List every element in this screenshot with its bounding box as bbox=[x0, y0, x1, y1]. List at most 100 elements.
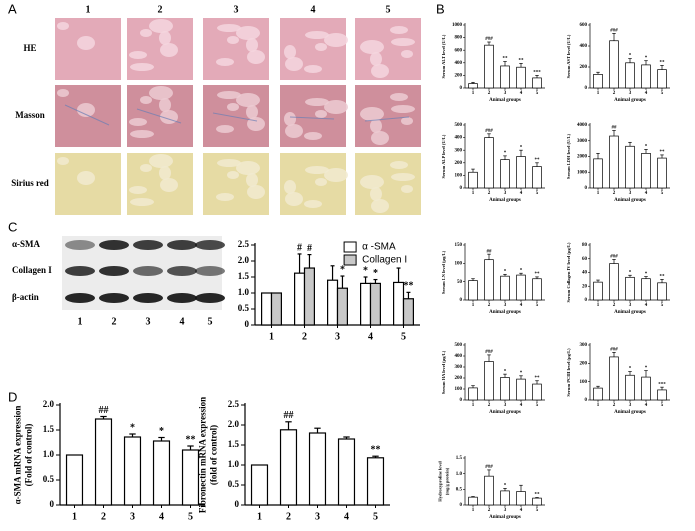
significance-label: ## bbox=[284, 410, 294, 421]
y-tick-label: 0 bbox=[460, 503, 463, 508]
x-tick-label: 1 bbox=[472, 403, 475, 408]
significance-label: * bbox=[645, 366, 648, 371]
bar bbox=[468, 171, 478, 189]
y-axis-label: (Fold of control) bbox=[24, 424, 34, 487]
y-tick-label: 800 bbox=[455, 36, 463, 41]
y-tick-label: 40 bbox=[582, 271, 588, 276]
significance-label: * bbox=[504, 369, 507, 374]
tissue-patch bbox=[160, 178, 178, 192]
row-label: Masson bbox=[15, 110, 45, 120]
significance-label: * bbox=[504, 484, 507, 489]
significance-label: ### bbox=[610, 255, 618, 260]
y-tick-label: 2.5 bbox=[228, 399, 240, 409]
bar bbox=[123, 436, 142, 506]
significance-label: ** bbox=[535, 376, 541, 381]
y-tick-label: 100 bbox=[455, 387, 463, 392]
x-tick-label: 1 bbox=[472, 191, 475, 196]
y-tick-label: 1.5 bbox=[456, 456, 463, 461]
bar bbox=[337, 438, 356, 506]
tissue-patch bbox=[159, 166, 171, 180]
panel-label: A bbox=[8, 1, 17, 16]
significance-label: * bbox=[520, 371, 523, 376]
y-axis-label: α-SMA mRNA expression bbox=[13, 406, 23, 505]
bar bbox=[532, 383, 542, 401]
x-tick-label: 3 bbox=[629, 403, 632, 408]
tissue-patch bbox=[304, 132, 322, 140]
x-tick-label: 5 bbox=[661, 191, 664, 196]
collagen-fiber bbox=[289, 116, 335, 120]
tissue-patch bbox=[390, 161, 408, 169]
y-axis-label: Serum HA level (μg/L) bbox=[441, 350, 446, 394]
bar bbox=[336, 287, 348, 326]
tissue-patch bbox=[324, 100, 348, 114]
bar bbox=[532, 497, 542, 506]
legend-swatch bbox=[343, 254, 357, 266]
x-axis-label: Animal groups bbox=[614, 198, 646, 203]
significance-label: ** bbox=[535, 272, 541, 277]
significance-label: * bbox=[645, 272, 648, 277]
bar bbox=[484, 361, 494, 401]
significance-label: ## bbox=[487, 249, 493, 254]
x-tick-label: 1 bbox=[472, 303, 475, 308]
x-tick-label: 5 bbox=[536, 403, 539, 408]
y-axis-label: Serum AST level (U/L) bbox=[566, 34, 571, 78]
tissue-patch bbox=[130, 130, 154, 138]
y-tick-label: 100 bbox=[455, 261, 463, 266]
tissue-patch bbox=[216, 125, 234, 133]
x-axis-label: Animal groups bbox=[614, 410, 646, 415]
bar bbox=[484, 259, 494, 301]
x-tick-label: 5 bbox=[536, 508, 539, 513]
significance-label: ## bbox=[612, 126, 618, 131]
bar bbox=[468, 280, 478, 301]
y-tick-label: 400 bbox=[455, 61, 463, 66]
significance-label: ### bbox=[610, 347, 618, 352]
x-axis-label: Animal groups bbox=[489, 515, 521, 520]
y-tick-label: 1.0 bbox=[456, 472, 463, 477]
significance-label: * bbox=[130, 422, 135, 433]
y-tick-label: 60 bbox=[582, 257, 588, 262]
tissue-patch bbox=[315, 178, 327, 186]
blot-band bbox=[195, 293, 225, 303]
bar bbox=[609, 356, 619, 401]
y-tick-label: 4000 bbox=[577, 123, 588, 128]
collagen-fiber bbox=[212, 112, 258, 122]
y-tick-label: 50 bbox=[457, 280, 463, 285]
y-tick-label: 200 bbox=[455, 74, 463, 79]
significance-label: * bbox=[629, 270, 632, 275]
tissue-patch bbox=[246, 105, 258, 119]
bar bbox=[532, 77, 542, 89]
bar bbox=[294, 272, 306, 326]
significance-label: ** bbox=[660, 150, 666, 155]
bar bbox=[500, 159, 510, 189]
y-tick-label: 2.5 bbox=[238, 239, 250, 249]
tissue-patch bbox=[401, 185, 413, 193]
bar bbox=[657, 282, 667, 301]
bar bbox=[468, 387, 478, 401]
tissue-patch bbox=[305, 31, 329, 39]
row-label: HE bbox=[23, 43, 36, 53]
tissue-patch bbox=[247, 185, 265, 199]
tissue-patch bbox=[305, 166, 329, 174]
collagen-fiber bbox=[64, 104, 110, 126]
tissue-patch bbox=[391, 173, 415, 181]
x-tick-label: 3 bbox=[335, 331, 340, 342]
x-tick-label: 5 bbox=[401, 331, 406, 342]
tissue-patch bbox=[284, 112, 296, 126]
tissue-patch bbox=[285, 57, 303, 71]
bar bbox=[402, 298, 414, 326]
blot-band bbox=[133, 293, 163, 303]
x-tick-label: 4 bbox=[368, 331, 373, 342]
bar bbox=[484, 475, 494, 506]
y-tick-label: 1.5 bbox=[43, 424, 55, 434]
x-tick-label: 1 bbox=[597, 91, 600, 96]
x-axis-label: Animal groups bbox=[489, 98, 521, 103]
bar bbox=[500, 490, 510, 506]
tissue-patch bbox=[371, 131, 389, 145]
y-axis-label: Serum LN level (μg/L) bbox=[441, 250, 446, 294]
significance-label: * bbox=[645, 56, 648, 61]
bar bbox=[516, 491, 526, 506]
y-tick-label: 500 bbox=[455, 123, 463, 128]
tissue-patch bbox=[227, 103, 239, 111]
y-tick-label: 0 bbox=[585, 86, 588, 91]
